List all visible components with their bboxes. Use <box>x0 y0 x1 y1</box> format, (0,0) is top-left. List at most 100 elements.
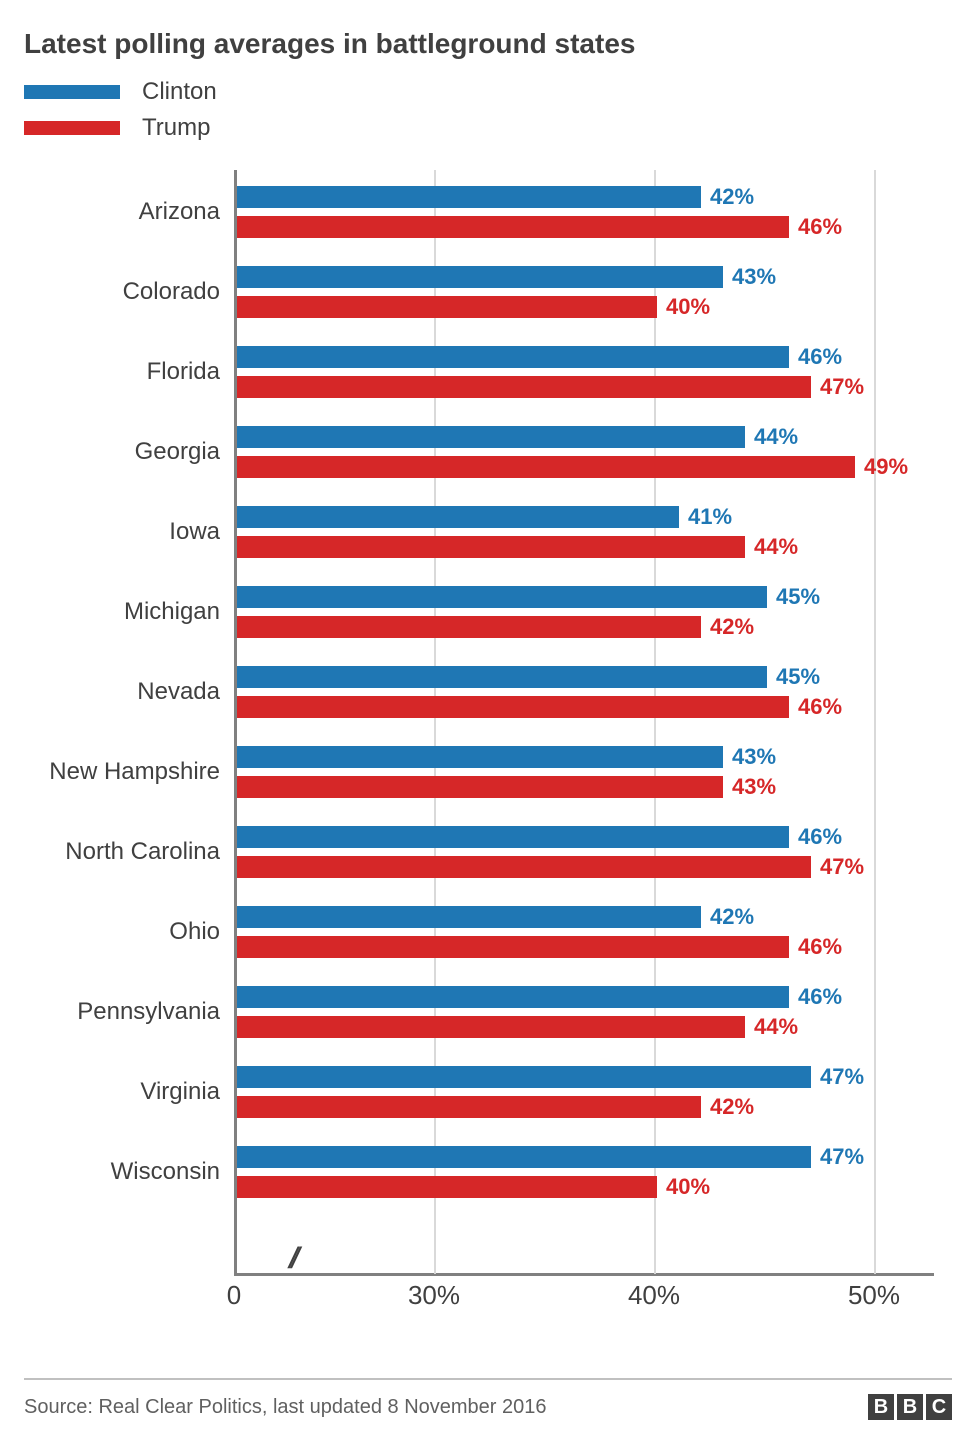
bar-clinton <box>237 186 701 208</box>
legend-swatch-clinton <box>24 85 120 99</box>
bbc-logo: B B C <box>868 1394 952 1420</box>
bar-trump <box>237 616 701 638</box>
value-label-clinton: 43% <box>732 744 776 770</box>
legend-swatch-trump <box>24 121 120 135</box>
bar-clinton <box>237 826 789 848</box>
bar-trump <box>237 376 811 398</box>
bar-clinton <box>237 346 789 368</box>
value-label-clinton: 47% <box>820 1144 864 1170</box>
value-label-trump: 46% <box>798 214 842 240</box>
page: Latest polling averages in battleground … <box>0 0 976 1438</box>
state-group: Georgia44%49% <box>234 422 934 482</box>
value-label-trump: 43% <box>732 774 776 800</box>
value-label-clinton: 46% <box>798 344 842 370</box>
bar-trump <box>237 456 855 478</box>
value-label-trump: 44% <box>754 1014 798 1040</box>
state-label: Michigan <box>124 598 220 626</box>
bar-clinton <box>237 506 679 528</box>
state-label: Colorado <box>123 278 220 306</box>
value-label-clinton: 46% <box>798 824 842 850</box>
value-label-clinton: 42% <box>710 184 754 210</box>
state-group: Colorado43%40% <box>234 262 934 322</box>
bar-trump <box>237 536 745 558</box>
value-label-clinton: 41% <box>688 504 732 530</box>
state-label: North Carolina <box>65 838 220 866</box>
chart-title: Latest polling averages in battleground … <box>24 28 952 60</box>
value-label-trump: 47% <box>820 854 864 880</box>
state-group: Iowa41%44% <box>234 502 934 562</box>
bar-trump <box>237 1016 745 1038</box>
bar-trump <box>237 296 657 318</box>
bar-clinton <box>237 986 789 1008</box>
legend-label: Clinton <box>142 78 217 106</box>
bar-trump <box>237 1176 657 1198</box>
state-group: New Hampshire43%43% <box>234 742 934 802</box>
bar-clinton <box>237 586 767 608</box>
value-label-trump: 42% <box>710 614 754 640</box>
value-label-trump: 47% <box>820 374 864 400</box>
state-label: Wisconsin <box>111 1158 220 1186</box>
x-tick-label: 40% <box>628 1280 680 1311</box>
legend-item-trump: Trump <box>24 114 952 142</box>
state-group: Wisconsin47%40% <box>234 1142 934 1202</box>
bar-trump <box>237 776 723 798</box>
bbc-logo-letter: C <box>926 1394 952 1420</box>
bar-trump <box>237 696 789 718</box>
state-label: New Hampshire <box>49 758 220 786</box>
x-tick-label: 0 <box>227 1280 241 1311</box>
bar-clinton <box>237 746 723 768</box>
legend: Clinton Trump <box>24 78 952 142</box>
state-group: Michigan45%42% <box>234 582 934 642</box>
bar-clinton <box>237 266 723 288</box>
value-label-clinton: 47% <box>820 1064 864 1090</box>
plot-area: 030%40%50%//Arizona42%46%Colorado43%40%F… <box>234 170 934 1300</box>
footer: Source: Real Clear Politics, last update… <box>24 1378 952 1420</box>
legend-item-clinton: Clinton <box>24 78 952 106</box>
state-group: Nevada45%46% <box>234 662 934 722</box>
value-label-trump: 40% <box>666 294 710 320</box>
axis-break-icon: // <box>289 1242 294 1276</box>
state-group: North Carolina46%47% <box>234 822 934 882</box>
x-axis <box>234 1273 934 1276</box>
state-label: Pennsylvania <box>77 998 220 1026</box>
bar-clinton <box>237 666 767 688</box>
value-label-trump: 40% <box>666 1174 710 1200</box>
state-label: Virginia <box>140 1078 220 1106</box>
source-text: Source: Real Clear Politics, last update… <box>24 1396 547 1419</box>
value-label-clinton: 46% <box>798 984 842 1010</box>
state-group: Arizona42%46% <box>234 182 934 242</box>
bar-trump <box>237 936 789 958</box>
state-label: Ohio <box>169 918 220 946</box>
x-tick-label: 50% <box>848 1280 900 1311</box>
value-label-trump: 44% <box>754 534 798 560</box>
value-label-clinton: 43% <box>732 264 776 290</box>
chart: 030%40%50%//Arizona42%46%Colorado43%40%F… <box>234 170 934 1300</box>
bar-trump <box>237 216 789 238</box>
state-label: Florida <box>147 358 220 386</box>
value-label-clinton: 44% <box>754 424 798 450</box>
value-label-trump: 46% <box>798 934 842 960</box>
state-label: Nevada <box>137 678 220 706</box>
state-group: Ohio42%46% <box>234 902 934 962</box>
state-group: Virginia47%42% <box>234 1062 934 1122</box>
value-label-trump: 46% <box>798 694 842 720</box>
value-label-trump: 42% <box>710 1094 754 1120</box>
value-label-clinton: 45% <box>776 584 820 610</box>
bbc-logo-letter: B <box>897 1394 923 1420</box>
state-label: Arizona <box>139 198 220 226</box>
bar-clinton <box>237 906 701 928</box>
value-label-clinton: 42% <box>710 904 754 930</box>
state-label: Iowa <box>169 518 220 546</box>
state-group: Florida46%47% <box>234 342 934 402</box>
footer-line: Source: Real Clear Politics, last update… <box>24 1378 952 1420</box>
bar-trump <box>237 856 811 878</box>
state-group: Pennsylvania46%44% <box>234 982 934 1042</box>
x-tick-label: 30% <box>408 1280 460 1311</box>
bar-clinton <box>237 1146 811 1168</box>
state-label: Georgia <box>135 438 220 466</box>
bar-clinton <box>237 426 745 448</box>
value-label-clinton: 45% <box>776 664 820 690</box>
bbc-logo-letter: B <box>868 1394 894 1420</box>
legend-label: Trump <box>142 114 210 142</box>
bar-clinton <box>237 1066 811 1088</box>
